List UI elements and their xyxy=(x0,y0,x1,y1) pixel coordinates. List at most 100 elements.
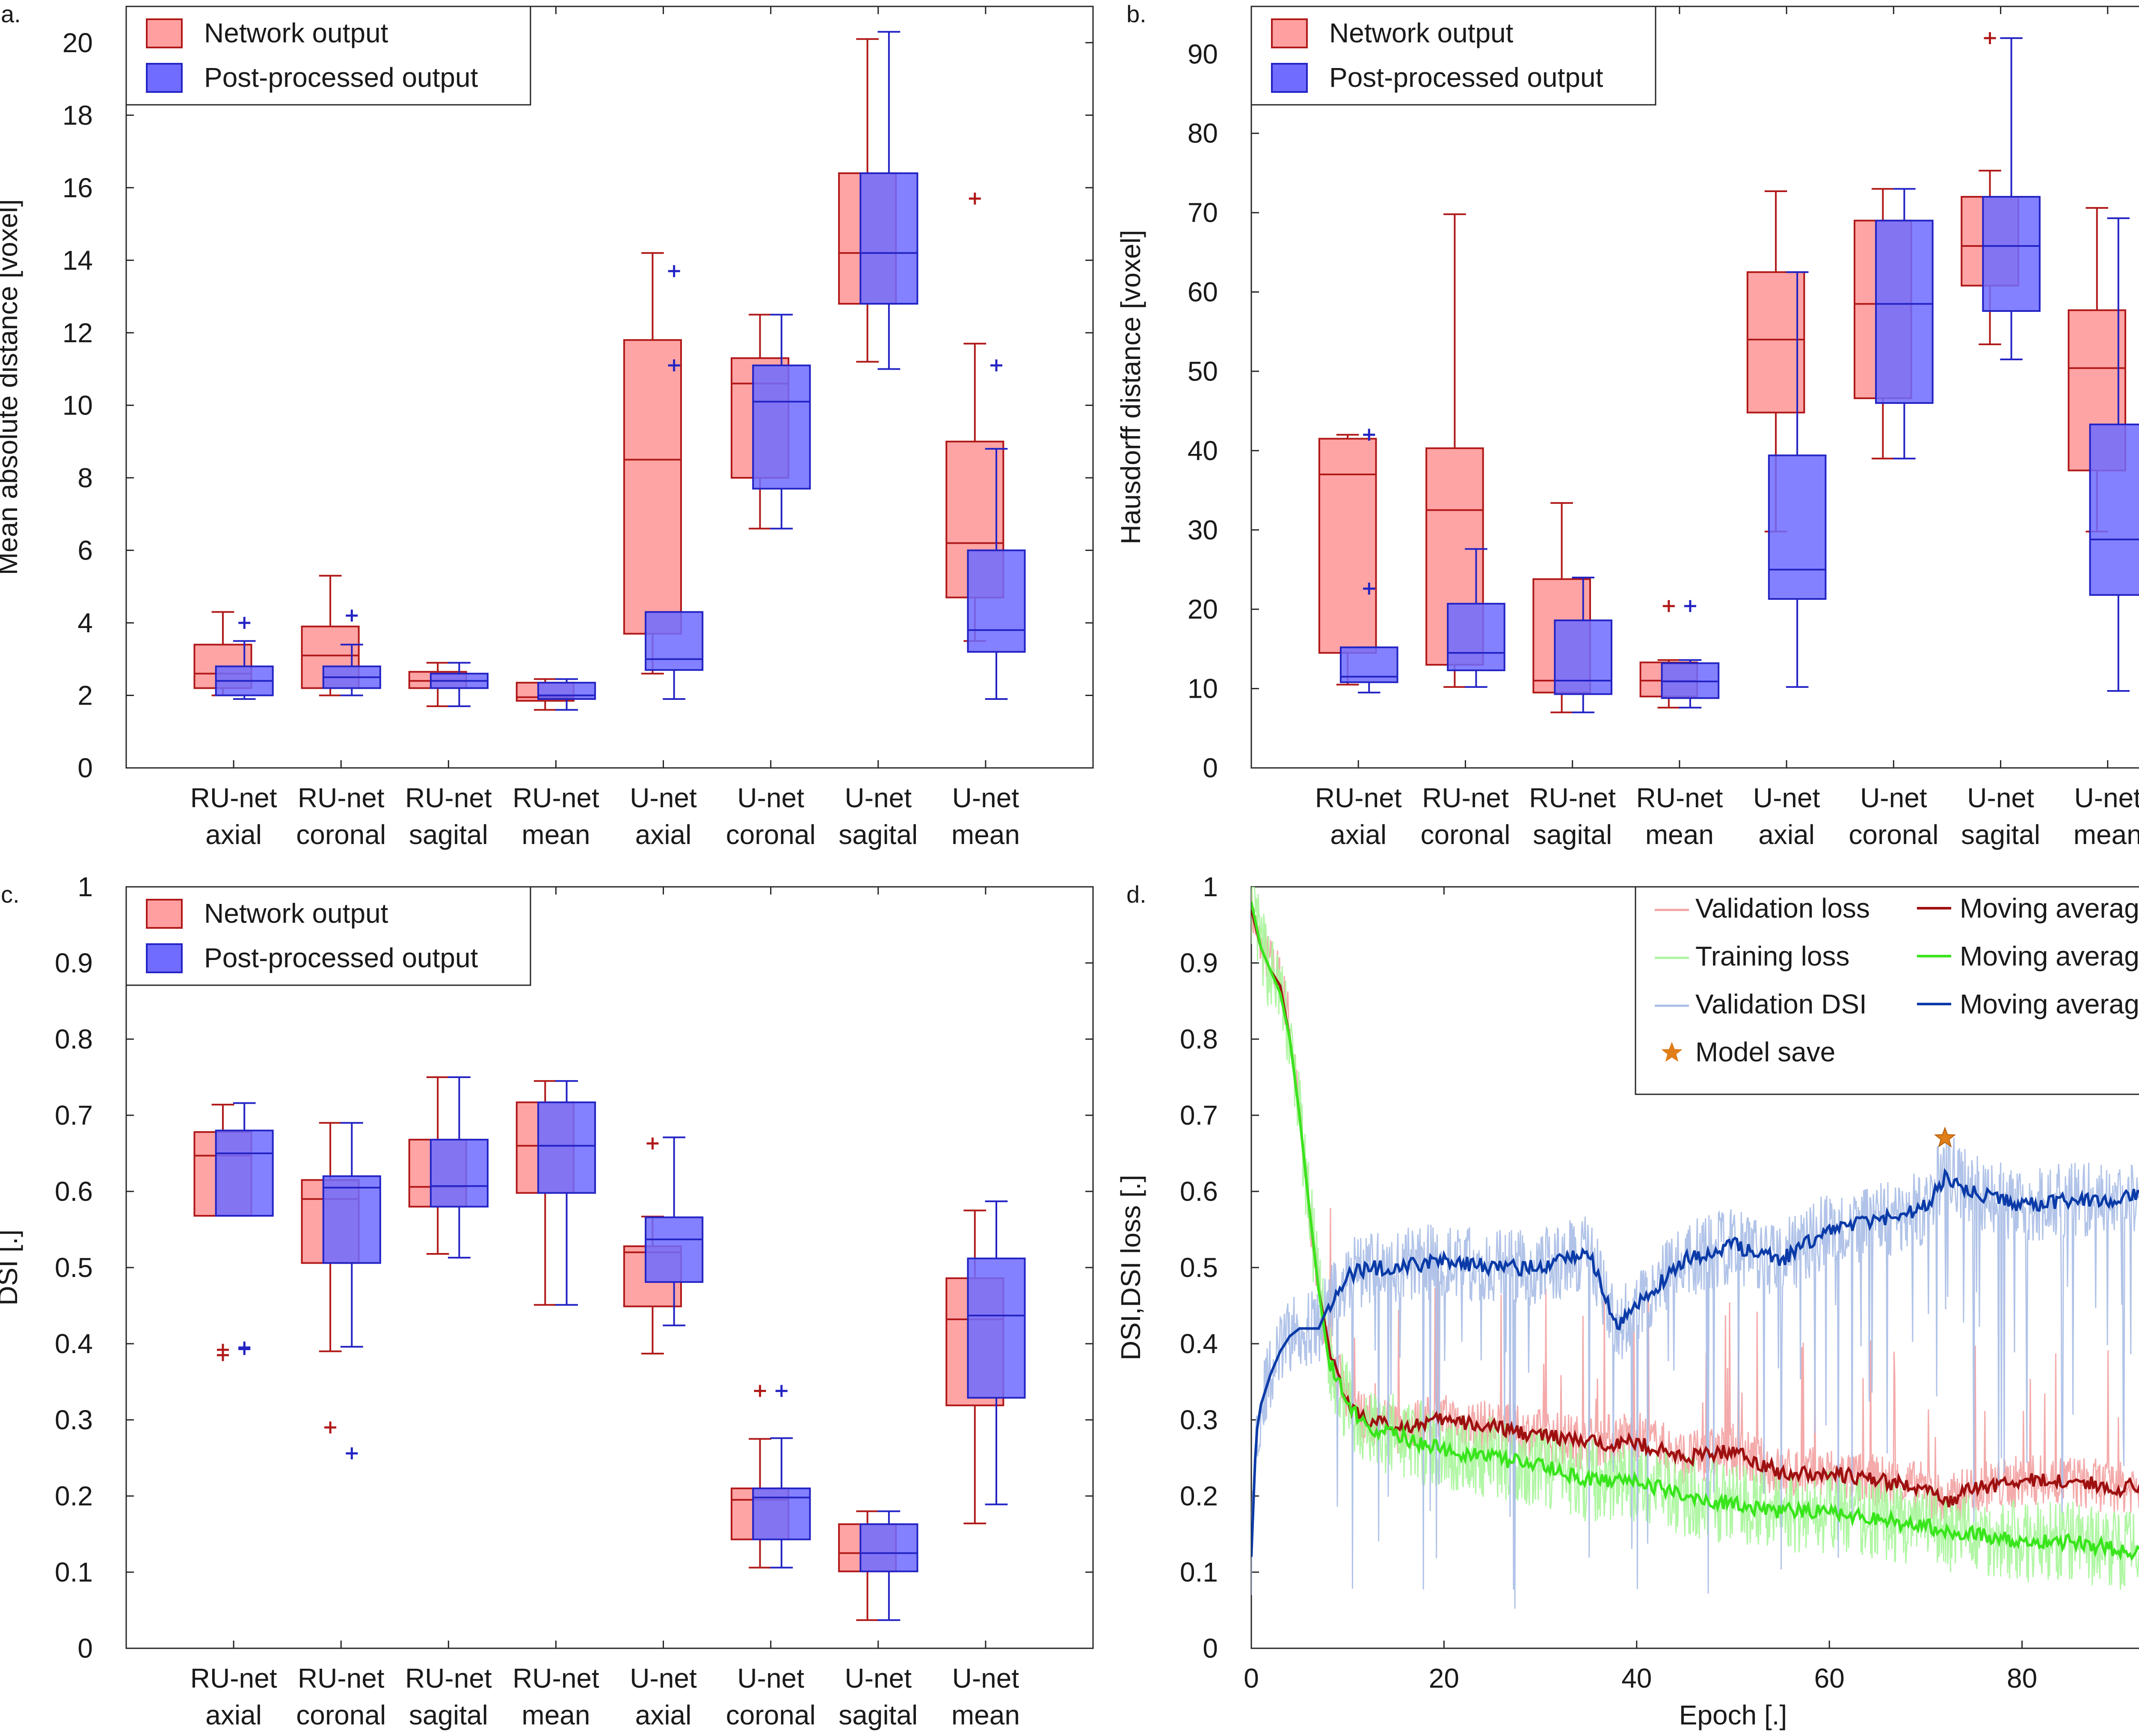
x-tick-label-line2: sagital xyxy=(409,1700,488,1730)
moving-average-validation-dsi xyxy=(1251,1167,2139,1557)
legend-swatch xyxy=(146,899,183,929)
iqr-box xyxy=(430,1138,489,1208)
x-tick-label-line2: axial xyxy=(205,1700,262,1730)
x-tick-label-line2: sagital xyxy=(838,1700,918,1730)
y-tick-label: 70 xyxy=(1188,197,1218,228)
box-post-5 xyxy=(1875,188,1934,459)
legend-frame xyxy=(125,6,531,106)
legend: Network output Post-processed output xyxy=(125,886,531,986)
plot-frame xyxy=(1250,6,2139,769)
legend-star xyxy=(1661,1042,1683,1062)
x-tick-label-line2: sagital xyxy=(838,819,918,850)
y-tick-label: 0.1 xyxy=(55,1557,93,1588)
box-post-2 xyxy=(1554,577,1612,714)
x-tick-label-line1: RU-net xyxy=(190,782,277,813)
panel-label: a. xyxy=(1,0,21,27)
box-post-2 xyxy=(430,1076,489,1259)
legend: Network output Post-processed output xyxy=(1250,6,1656,106)
y-tick-label: 0.5 xyxy=(1180,1252,1218,1283)
iqr-box xyxy=(2089,424,2139,596)
iqr-box xyxy=(537,681,596,700)
x-tick-label-line2: mean xyxy=(521,1700,590,1730)
legend-frame xyxy=(1250,6,1656,106)
iqr-box xyxy=(645,611,704,671)
y-tick-label: 0.8 xyxy=(1180,1024,1218,1055)
x-tick-label-line2: mean xyxy=(521,819,590,850)
x-tick-label-line2: axial xyxy=(1758,819,1815,850)
iqr-box xyxy=(859,172,918,305)
y-tick-label: 0.8 xyxy=(55,1024,93,1055)
iqr-box xyxy=(1447,603,1505,671)
y-tick-label: 0.9 xyxy=(55,948,93,978)
y-tick-label: 10 xyxy=(62,390,93,421)
legend: Validation loss Training loss Validation D… xyxy=(1635,886,2139,1095)
x-tick-label-line2: mean xyxy=(951,1700,1020,1730)
x-tick-label-line2: coronal xyxy=(296,819,386,850)
y-axis-label: DSI,DSI loss [.] xyxy=(1115,1175,1146,1360)
box-network-1 xyxy=(301,1122,360,1434)
raw-trace-training-loss xyxy=(1251,887,2139,1590)
box-post-2 xyxy=(430,662,489,707)
x-tick-label-line1: U-net xyxy=(952,782,1019,813)
y-tick-label: 90 xyxy=(1188,39,1218,69)
x-tick-label-line1: U-net xyxy=(1753,782,1820,813)
y-tick-label: 0.6 xyxy=(1180,1176,1218,1207)
box-post-3 xyxy=(1661,600,1720,709)
x-tick-label: 80 xyxy=(2007,1663,2037,1694)
x-tick-label: 40 xyxy=(1621,1663,1652,1694)
legend-label: Validation DSI xyxy=(1695,989,1867,1019)
x-tick-label-line1: U-net xyxy=(2074,782,2139,813)
x-tick-label-line1: RU-net xyxy=(1315,782,1402,813)
y-tick-label: 30 xyxy=(1188,515,1218,545)
box-post-6 xyxy=(859,31,918,370)
box-post-1 xyxy=(322,610,381,696)
y-tick-label: 50 xyxy=(1188,356,1218,387)
y-tick-label: 40 xyxy=(1188,435,1218,466)
iqr-box xyxy=(752,1487,811,1540)
y-tick-label: 60 xyxy=(1188,277,1218,308)
iqr-box xyxy=(1982,196,2041,312)
legend-label: Training loss xyxy=(1695,941,1849,972)
plot-area xyxy=(1251,887,2139,1609)
x-tick-label-line2: coronal xyxy=(726,1700,816,1730)
chart-panel-d: d. 0 0.1 0.2 0.3 0.4 0.5 0.6 0.7 0.8 0.9 1 DSI,DSI l… xyxy=(1115,871,2139,1730)
x-tick-label-line2: coronal xyxy=(296,1700,386,1730)
y-tick-label: 0.5 xyxy=(55,1252,93,1283)
legend-swatch xyxy=(1271,18,1308,48)
y-tick-label: 0.7 xyxy=(1180,1100,1218,1131)
iqr-box xyxy=(752,364,811,490)
x-tick-label-line2: mean xyxy=(2074,819,2139,850)
box-post-6 xyxy=(859,1510,918,1621)
iqr-box xyxy=(623,339,682,635)
x-tick-label-line2: mean xyxy=(951,819,1020,850)
legend-label: Moving average xyxy=(1960,893,2139,924)
iqr-box xyxy=(1746,271,1805,414)
x-tick-label-line2: mean xyxy=(1645,819,1714,850)
iqr-box xyxy=(1318,438,1377,654)
plot-frame xyxy=(125,6,1094,769)
x-tick-label-line2: coronal xyxy=(726,819,816,850)
iqr-box xyxy=(967,549,1026,653)
box-post-3 xyxy=(537,1080,596,1306)
box-post-5 xyxy=(752,1385,811,1569)
y-tick-label: 0 xyxy=(77,1633,93,1664)
y-axis-label: Mean absolute distance [voxel] xyxy=(0,199,23,575)
x-tick-label-line2: sagital xyxy=(1533,819,1612,850)
legend-swatch xyxy=(146,943,183,973)
y-tick-label: 8 xyxy=(77,462,93,493)
x-tick-label-line1: U-net xyxy=(630,1663,697,1694)
box-post-5 xyxy=(752,314,811,530)
y-tick-label: 0.7 xyxy=(55,1100,93,1131)
x-tick-label: 0 xyxy=(1244,1663,1259,1694)
legend-swatch xyxy=(146,18,183,48)
x-tick-label-line1: U-net xyxy=(737,782,804,813)
y-tick-label: 12 xyxy=(62,317,93,348)
y-tick-label: 0.6 xyxy=(55,1176,93,1207)
y-tick-label: 0.4 xyxy=(55,1328,93,1359)
moving-average-validation-loss xyxy=(1251,909,2139,1508)
panel-label: d. xyxy=(1126,881,1147,908)
x-tick-label-line1: RU-net xyxy=(405,782,492,813)
box-post-7 xyxy=(967,359,1026,700)
box-post-1 xyxy=(1447,548,1505,688)
